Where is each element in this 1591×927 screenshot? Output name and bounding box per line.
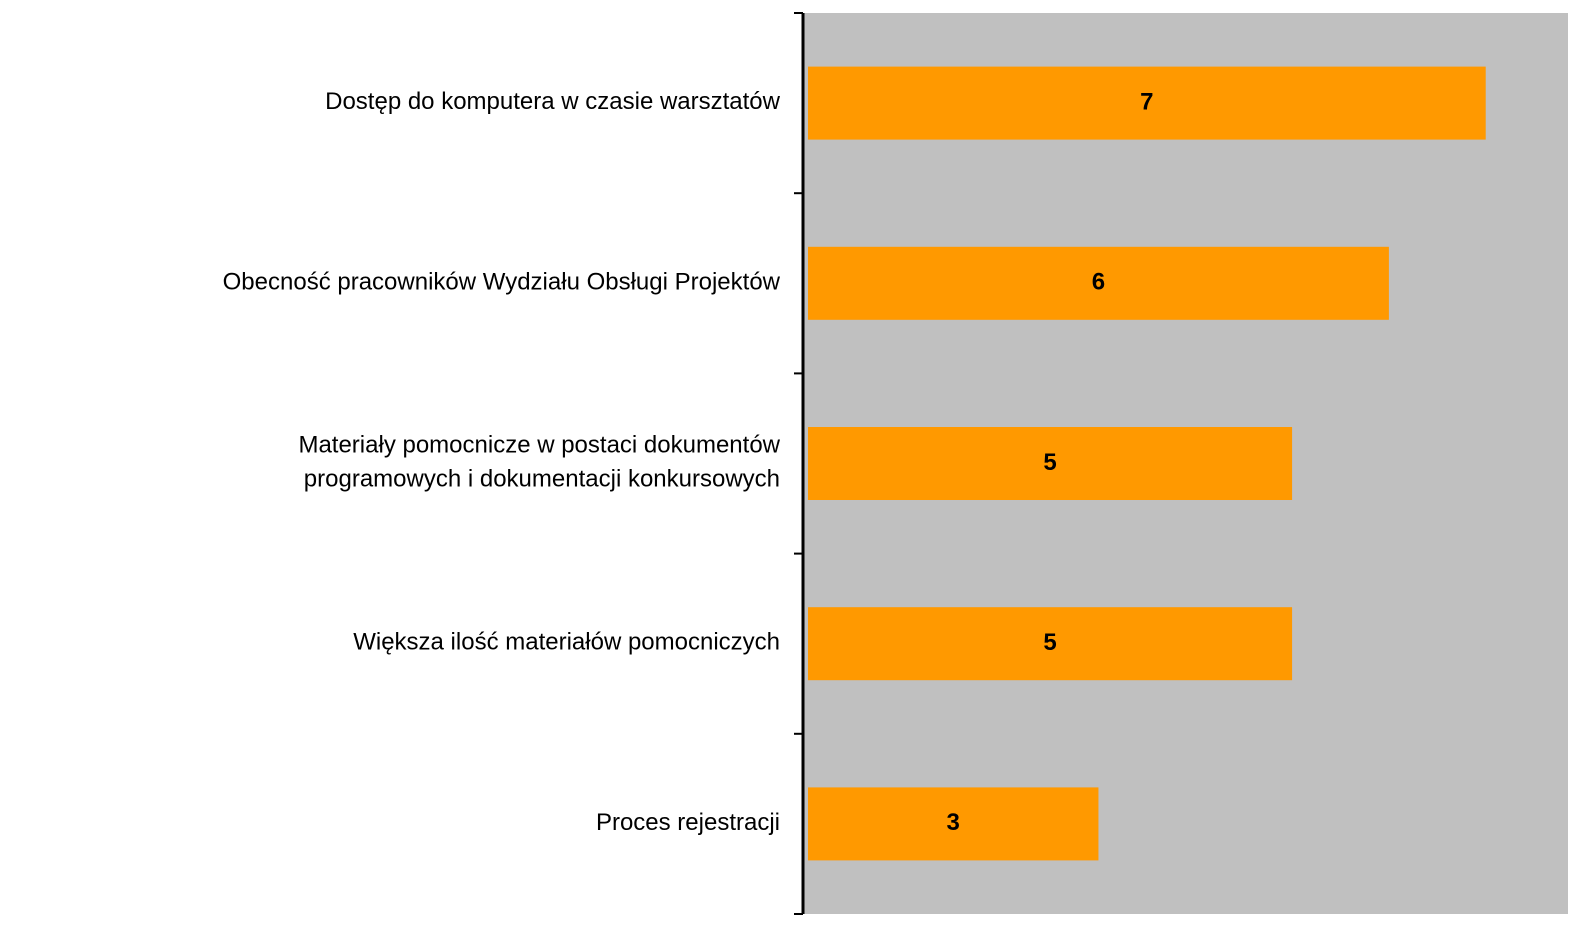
data-label: 6 bbox=[1092, 269, 1105, 296]
bar bbox=[808, 66, 1486, 140]
bar bbox=[808, 427, 1293, 500]
data-label: 7 bbox=[1140, 88, 1153, 115]
y-tick-label: Proces rejestracji bbox=[596, 809, 780, 836]
y-tick-label: Dostęp do komputera w czasie warsztatów bbox=[325, 88, 781, 115]
data-label: 3 bbox=[947, 809, 960, 836]
data-label: 5 bbox=[1043, 449, 1056, 476]
y-tick-label: Materiały pomocnicze w postaci dokumentó… bbox=[298, 432, 780, 493]
y-tick-label: Większa ilość materiałów pomocniczych bbox=[353, 629, 780, 656]
data-label: 5 bbox=[1043, 629, 1056, 656]
bar bbox=[808, 607, 1293, 681]
bar bbox=[808, 246, 1389, 320]
y-tick-label: Obecność pracowników Wydziału Obsługi Pr… bbox=[223, 269, 781, 296]
bar bbox=[808, 787, 1099, 861]
